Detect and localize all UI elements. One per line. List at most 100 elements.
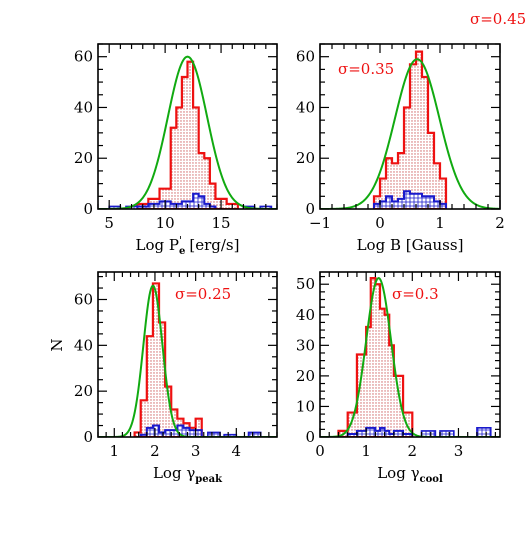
x-tick-label: 0	[315, 442, 325, 460]
all-histogram-outline	[372, 50, 448, 209]
sub-bin	[366, 427, 371, 437]
all-bin	[375, 284, 380, 437]
all-bin	[404, 107, 410, 209]
y-tick-label: 20	[296, 149, 315, 167]
y-tick-label: 20	[74, 149, 93, 167]
sub-bin	[195, 430, 202, 437]
all-histogram-outline	[136, 60, 239, 209]
all-bin	[384, 314, 390, 437]
all-bin	[159, 188, 171, 209]
y-tick-label: 20	[296, 367, 315, 385]
y-tick-label: 60	[296, 48, 315, 66]
sub-bin	[146, 427, 153, 437]
axes-frame	[319, 43, 501, 210]
x-axis-label: Log γpeak	[153, 464, 223, 485]
sub-bin	[140, 434, 147, 437]
sigma-annotation: σ=0.25	[175, 285, 231, 303]
sub-bin	[374, 203, 380, 209]
sub-bin	[171, 430, 178, 437]
all-bin	[204, 158, 210, 209]
all-bin	[140, 400, 147, 437]
sigma-annotation: σ=0.45	[470, 10, 526, 28]
sub-bin	[189, 430, 196, 437]
all-bin	[434, 163, 440, 209]
x-tick-label: 1	[361, 442, 371, 460]
y-tick-label: 0	[305, 200, 315, 218]
sub-bin	[187, 201, 194, 209]
sub-bin	[389, 433, 394, 437]
gaussian-fit-curve	[320, 277, 500, 437]
sub-bin	[380, 201, 386, 209]
sub-bin	[204, 203, 210, 209]
sigma-annotation: σ=0.3	[392, 285, 439, 303]
sub-bin	[410, 193, 416, 209]
x-tick-label: 5	[104, 214, 114, 232]
all-bin	[366, 327, 371, 437]
sub-bin	[416, 193, 422, 209]
sub-bin	[209, 206, 216, 209]
y-tick-label: 40	[74, 98, 93, 116]
all-bin	[422, 77, 428, 209]
sub-histogram-outline	[136, 192, 238, 209]
sub-bin	[198, 196, 205, 209]
all-bin	[187, 61, 194, 209]
y-axis-label: N	[48, 338, 66, 351]
y-tick-label: 40	[296, 98, 315, 116]
y-tick-label: 50	[296, 275, 315, 293]
plot-area	[98, 282, 277, 437]
x-tick-label: 1	[435, 214, 445, 232]
sub-bin	[392, 201, 398, 209]
x-tick-label: 0	[375, 214, 385, 232]
x-tick-label: 3	[191, 442, 201, 460]
all-bin	[386, 158, 392, 209]
plot-area	[320, 50, 500, 209]
all-bin	[176, 107, 182, 209]
gaussian-fit-curve	[320, 58, 500, 209]
x-axis-label: Log P' e [erg/s]	[136, 234, 240, 257]
gaussian-fit-curve	[98, 55, 277, 209]
all-bin	[398, 153, 404, 209]
x-axis-label: Log B [Gauss]	[357, 236, 464, 254]
y-tick-label: 60	[74, 291, 93, 309]
all-bin	[165, 386, 172, 437]
all-bin	[380, 308, 385, 437]
plot-area	[320, 277, 500, 437]
y-tick-label: 0	[305, 428, 315, 446]
all-bin	[146, 336, 153, 437]
sub-bin	[375, 430, 380, 437]
y-tick-label: 40	[296, 306, 315, 324]
y-tick-label: 60	[74, 48, 93, 66]
sub-bin	[440, 203, 446, 209]
all-bin	[389, 345, 394, 437]
all-bin	[393, 375, 404, 437]
x-axis-label: Log γcool	[377, 464, 443, 485]
y-tick-label: 10	[296, 397, 315, 415]
sub-bin	[177, 425, 184, 437]
y-tick-label: 20	[74, 382, 93, 400]
x-tick-label: 2	[408, 442, 418, 460]
sub-bin	[152, 425, 160, 437]
all-histogram-outline	[133, 282, 203, 437]
all-bin	[198, 153, 205, 209]
all-bin	[380, 178, 386, 209]
x-tick-label: 2	[150, 442, 160, 460]
x-tick-label: 4	[232, 442, 242, 460]
sub-bin	[422, 196, 428, 209]
sub-bin	[356, 430, 367, 437]
all-bin	[440, 178, 446, 209]
all-bin	[347, 412, 357, 437]
tail-bin	[476, 427, 492, 437]
gaussian-fit-curve	[98, 284, 277, 437]
x-tick-label: 2	[495, 214, 505, 232]
y-tick-label: 40	[74, 336, 93, 354]
y-tick-label: 30	[296, 336, 315, 354]
sub-bin	[434, 201, 440, 209]
all-bin	[428, 132, 434, 209]
sub-bin	[393, 430, 404, 437]
axes-frame	[319, 271, 501, 438]
